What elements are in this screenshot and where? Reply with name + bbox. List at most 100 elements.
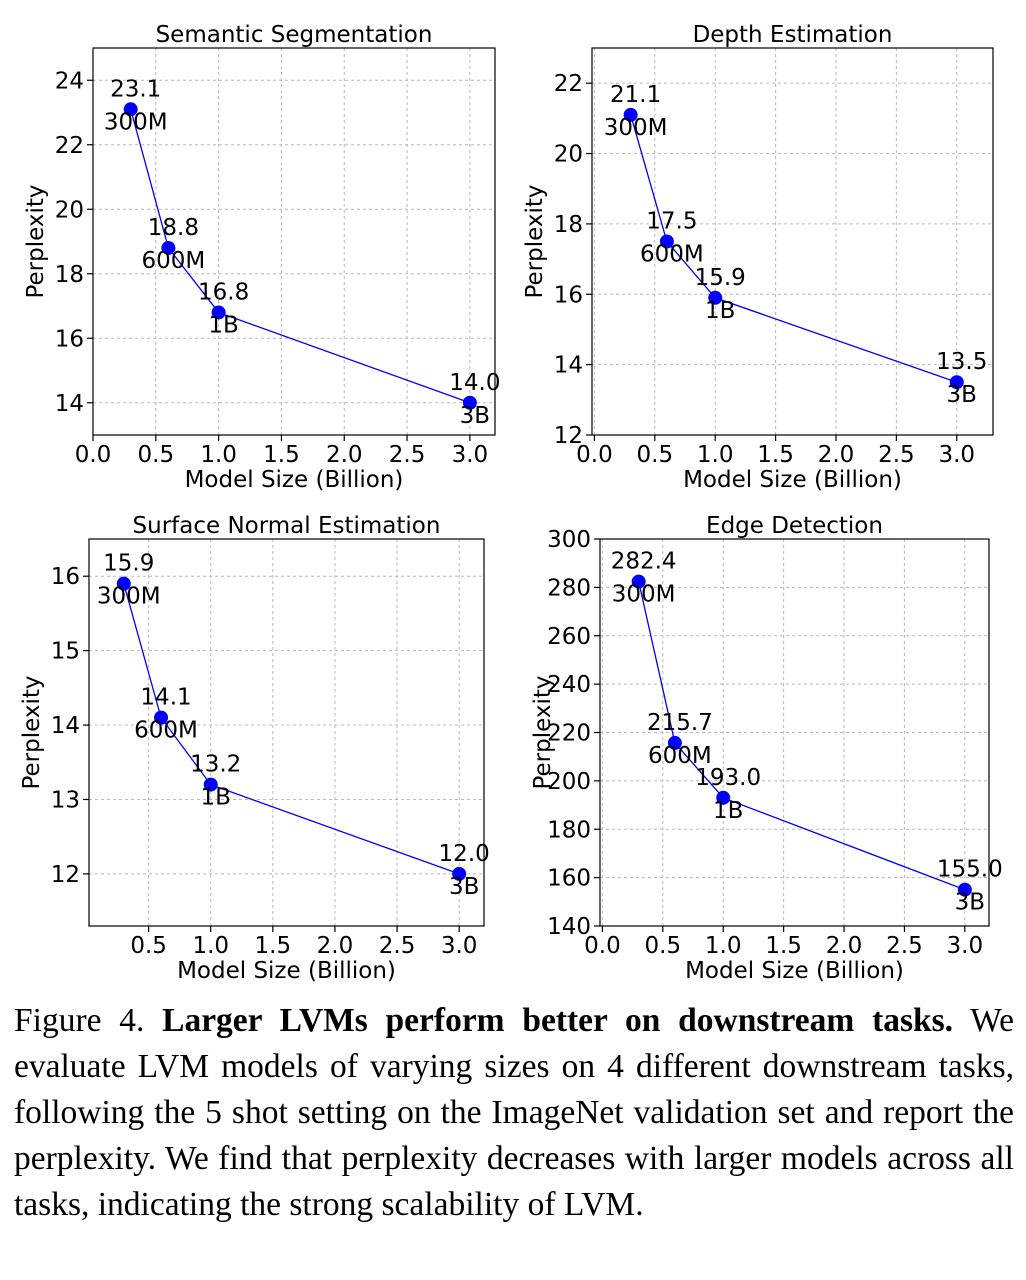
chart-semantic-segmentation-size-label: 300M (104, 109, 168, 135)
chart-edge-detection-size-label: 1B (713, 798, 743, 824)
chart-edge-detection-y-axis-label: Perplexity (530, 675, 556, 789)
chart-depth-estimation-value-label: 13.5 (936, 349, 987, 375)
chart-edge-detection-value-label: 193.0 (695, 765, 761, 791)
chart-surface-normal-estimation-title: Surface Normal Estimation (133, 513, 441, 539)
chart-surface-normal-estimation-y-axis-label: Perplexity (19, 675, 45, 789)
chart-edge-detection-x-tick-label: 2.0 (826, 933, 863, 959)
chart-depth-estimation-x-tick-label: 2.5 (878, 442, 915, 468)
chart-depth-estimation-value-label: 17.5 (646, 209, 697, 235)
chart-surface-normal-estimation-data-point (154, 710, 169, 725)
chart-semantic-segmentation-x-tick-label: 2.0 (326, 442, 363, 468)
chart-semantic-segmentation-data-point (462, 395, 477, 410)
chart-edge-detection-x-tick-label: 0.5 (645, 933, 682, 959)
chart-semantic-segmentation-value-label: 14.0 (449, 370, 500, 396)
chart-semantic-segmentation-data-point (123, 102, 138, 117)
chart-edge-detection-data-point (957, 882, 972, 897)
caption-bold-title: Larger LVMs perform better on downstream… (162, 1002, 954, 1039)
chart-surface-normal-estimation-series-line (123, 583, 460, 875)
chart-surface-normal-estimation-size-label: 3B (449, 874, 479, 900)
chart-depth-estimation-value-label: 21.1 (610, 82, 661, 108)
chart-surface-normal-estimation-size-label: 1B (201, 785, 231, 811)
chart-surface-normal-estimation-y-tick-label: 14 (51, 713, 80, 739)
chart-semantic-segmentation-size-label: 600M (142, 248, 206, 274)
chart-semantic-segmentation-title: Semantic Segmentation (156, 22, 433, 48)
chart-semantic-segmentation-y-tick-label: 22 (55, 133, 84, 159)
chart-semantic-segmentation-x-tick-label: 2.5 (389, 442, 426, 468)
chart-depth-estimation-data-point (708, 290, 723, 305)
chart-surface-normal-estimation-x-tick-label: 1.0 (192, 933, 229, 959)
chart-surface-normal-estimation-data-point (116, 576, 131, 591)
chart-edge-detection-series-line (638, 581, 966, 891)
chart-depth-estimation-plot-frame (591, 47, 994, 436)
chart-surface-normal-estimation-x-tick-label: 0.5 (130, 933, 167, 959)
chart-semantic-segmentation-data-point (161, 240, 176, 255)
figure-charts: 0.0 0.5 1.0 1.5 2.0 2.5 3.0 14 16 18 20 22 24 Semanti… (19, 22, 1003, 984)
chart-semantic-segmentation-x-axis-label: Model Size (Billion) (185, 467, 404, 493)
chart-edge-detection-y-tick-label: 140 (547, 914, 591, 940)
chart-depth-estimation-x-tick-label: 1.0 (697, 442, 734, 468)
chart-semantic-segmentation-series-line (130, 109, 471, 404)
chart-edge-detection-y-tick-label: 160 (547, 866, 591, 892)
chart-depth-estimation-data-point (623, 107, 638, 122)
chart-depth-estimation-data-point (659, 234, 674, 249)
chart-surface-normal-estimation-x-tick-label: 1.5 (255, 933, 292, 959)
chart-surface-normal-estimation-x-tick-label: 2.5 (379, 933, 416, 959)
chart-surface-normal-estimation-x-tick-label: 2.0 (317, 933, 354, 959)
chart-surface-normal-estimation-plot-frame (88, 538, 485, 927)
chart-surface-normal-estimation-x-tick-label: 3.0 (441, 933, 478, 959)
chart-edge-detection-data-point (631, 574, 646, 589)
chart-surface-normal-estimation-x-axis-label: Model Size (Billion) (177, 958, 396, 984)
chart-surface-normal-estimation-y-tick-label: 12 (51, 862, 80, 888)
chart-depth-estimation-x-tick-label: 0.5 (637, 442, 674, 468)
chart-edge-detection-y-tick-label: 180 (547, 817, 591, 843)
chart-edge-detection-size-label: 300M (612, 582, 676, 608)
chart-depth-estimation-size-label: 300M (604, 115, 668, 141)
chart-surface-normal-estimation-value-label: 14.1 (140, 685, 191, 711)
chart-edge-detection-x-tick-label: 3.0 (947, 933, 984, 959)
chart-depth-estimation-size-label: 3B (947, 382, 977, 408)
chart-depth-estimation-y-tick-label: 20 (554, 142, 583, 168)
chart-edge-detection-y-tick-label: 240 (547, 672, 591, 698)
caption-body: We evaluate LVM models of varying sizes … (14, 1002, 1015, 1223)
chart-edge-detection-x-tick-label: 1.0 (705, 933, 742, 959)
chart-semantic-segmentation-x-tick-label: 0.5 (138, 442, 175, 468)
chart-depth-estimation-data-point (949, 375, 964, 390)
chart-depth-estimation-x-tick-label: 0.0 (576, 442, 613, 468)
chart-surface-normal-estimation-y-tick-label: 13 (51, 787, 80, 813)
chart-semantic-segmentation-x-tick-label: 3.0 (452, 442, 489, 468)
chart-surface-normal-estimation-value-label: 13.2 (190, 752, 241, 778)
chart-semantic-segmentation-value-label: 23.1 (110, 76, 161, 102)
chart-edge-detection-title: Edge Detection (706, 513, 883, 539)
chart-depth-estimation-series-line (630, 114, 957, 383)
chart-depth-estimation-y-tick-label: 18 (554, 212, 583, 238)
chart-surface-normal-estimation-size-label: 600M (134, 718, 198, 744)
chart-surface-normal-estimation-data-point (452, 866, 467, 881)
chart-depth-estimation-y-axis-label: Perplexity (522, 184, 548, 298)
chart-semantic-segmentation-data-point (211, 305, 226, 320)
chart-surface-normal-estimation-y-tick-label: 15 (51, 639, 80, 665)
chart-edge-detection-size-label: 3B (955, 890, 985, 916)
chart-edge-detection-x-tick-label: 0.0 (584, 933, 621, 959)
chart-surface-normal-estimation-size-label: 300M (97, 584, 161, 610)
chart-edge-detection-y-tick-label: 260 (547, 624, 591, 650)
chart-semantic-segmentation-x-tick-label: 0.0 (75, 442, 112, 468)
chart-surface-normal-estimation-data-point (203, 777, 218, 792)
chart-semantic-segmentation-y-tick-label: 14 (55, 391, 84, 417)
chart-edge-detection-value-label: 282.4 (611, 549, 677, 575)
chart-edge-detection-y-tick-label: 300 (547, 527, 591, 553)
chart-semantic-segmentation-size-label: 1B (208, 312, 238, 338)
chart-depth-estimation-y-tick-label: 12 (554, 423, 583, 449)
chart-depth-estimation-title: Depth Estimation (693, 22, 893, 48)
chart-edge-detection-value-label: 155.0 (937, 857, 1003, 883)
chart-depth-estimation-x-tick-label: 2.0 (818, 442, 855, 468)
chart-semantic-segmentation-plot-frame (92, 47, 496, 436)
chart-edge-detection-x-tick-label: 1.5 (765, 933, 802, 959)
caption-figure-number: Figure 4. (14, 1002, 145, 1039)
chart-semantic-segmentation-value-label: 16.8 (198, 279, 249, 305)
chart-semantic-segmentation-y-axis-label: Perplexity (23, 184, 49, 298)
chart-edge-detection-y-tick-label: 200 (547, 769, 591, 795)
figure-caption: Figure 4. Larger LVMs perform better on … (14, 998, 1014, 1228)
chart-semantic-segmentation-x-tick-label: 1.5 (263, 442, 300, 468)
chart-semantic-segmentation-y-tick-label: 20 (55, 197, 84, 223)
chart-edge-detection-x-axis-label: Model Size (Billion) (685, 958, 904, 984)
